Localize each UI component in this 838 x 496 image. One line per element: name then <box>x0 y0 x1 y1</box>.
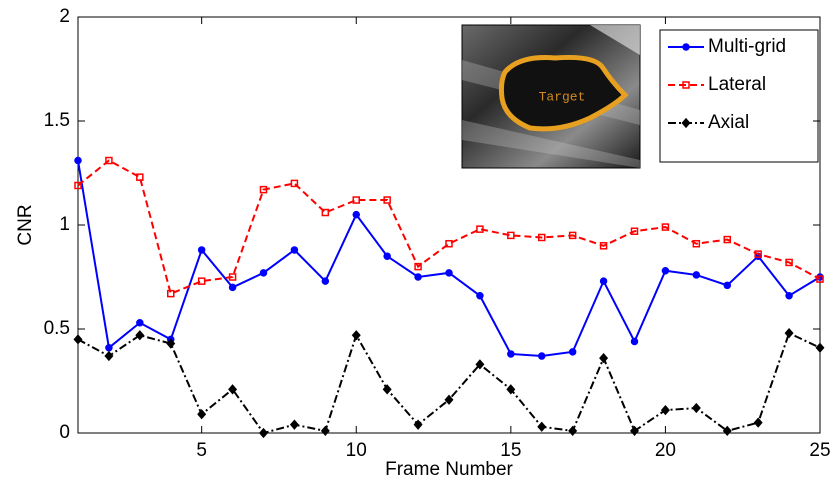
marker <box>446 270 452 276</box>
marker <box>601 278 607 284</box>
marker <box>600 354 607 362</box>
marker <box>570 349 576 355</box>
marker <box>75 158 81 164</box>
annotation: Target <box>539 89 586 104</box>
x-tick-label: 10 <box>346 440 367 461</box>
marker <box>260 429 267 437</box>
marker <box>539 353 545 359</box>
marker <box>662 268 668 274</box>
x-tick-label: 25 <box>809 440 830 461</box>
series-line <box>78 161 820 357</box>
marker <box>724 282 730 288</box>
chart: Target Frame Number CNR 00.511.525101520… <box>0 0 838 491</box>
marker <box>322 278 328 284</box>
y-axis-label: CNR <box>15 204 36 245</box>
marker <box>199 247 205 253</box>
x-axis-label: Frame Number <box>385 459 513 480</box>
marker <box>632 338 638 344</box>
y-tick-label: 2 <box>59 6 70 27</box>
x-tick-label: 5 <box>196 440 207 461</box>
marker <box>569 427 576 435</box>
marker <box>446 396 453 404</box>
marker <box>291 421 298 429</box>
marker <box>786 329 793 337</box>
legend-label: Axial <box>708 112 749 133</box>
series-line <box>78 333 820 433</box>
marker <box>291 247 297 253</box>
marker <box>353 331 360 339</box>
marker <box>415 274 421 280</box>
marker <box>538 423 545 431</box>
marker <box>384 253 390 259</box>
marker <box>261 270 267 276</box>
legend-label: Lateral <box>708 74 766 95</box>
marker <box>786 293 792 299</box>
y-tick-label: 0 <box>59 422 70 443</box>
y-tick-label: 1.5 <box>44 110 70 131</box>
x-tick-label: 15 <box>500 440 521 461</box>
marker <box>198 410 205 418</box>
marker <box>693 272 699 278</box>
marker <box>137 320 143 326</box>
marker <box>693 404 700 412</box>
marker <box>322 427 329 435</box>
marker <box>817 344 824 352</box>
marker <box>230 284 236 290</box>
marker <box>75 335 82 343</box>
x-tick-label: 20 <box>655 440 676 461</box>
marker <box>755 419 762 427</box>
legend-label: Multi-grid <box>708 36 786 57</box>
y-tick-label: 0.5 <box>44 318 70 339</box>
marker <box>683 44 689 50</box>
marker <box>477 293 483 299</box>
page: Target Frame Number CNR 00.511.525101520… <box>0 0 838 496</box>
marker <box>353 212 359 218</box>
marker <box>106 345 112 351</box>
y-tick-label: 1 <box>59 214 70 235</box>
marker <box>508 351 514 357</box>
